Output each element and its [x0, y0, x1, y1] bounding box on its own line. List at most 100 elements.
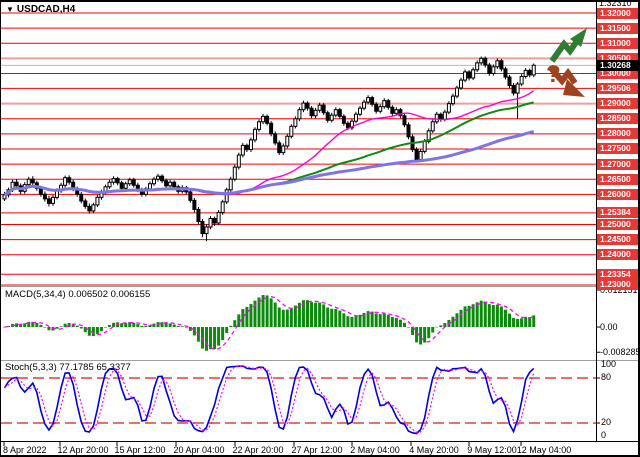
candle-bullish [248, 139, 253, 151]
price-line-label: 1.26000 [597, 188, 638, 200]
macd-histogram-bar [495, 304, 499, 327]
candle-bullish [2, 194, 7, 200]
candle-bearish [321, 104, 326, 114]
macd-histogram-bar [402, 322, 406, 327]
candle-bearish [188, 191, 193, 201]
price-line-label: 1.31000 [597, 37, 638, 49]
candle-bullish [459, 79, 464, 89]
candle-bullish [430, 121, 435, 132]
candle-bearish [14, 181, 19, 187]
macd-histogram-bar [91, 327, 95, 337]
x-axis-label: 15 Apr 12:00 [114, 445, 166, 455]
macd-histogram-bar [39, 324, 43, 327]
macd-histogram-bar [277, 307, 281, 327]
candle-bullish [257, 121, 262, 130]
macd-histogram-bar [330, 308, 334, 327]
macd-histogram-bar [241, 309, 245, 327]
candle-bearish [172, 181, 177, 188]
macd-histogram-bar [306, 300, 309, 327]
x-axis-label: 9 May 12:00 [467, 445, 517, 455]
price-line-label: 1.25384 [597, 207, 638, 219]
macd-histogram-bar [382, 313, 386, 327]
candle-bearish [115, 178, 120, 184]
candle-bullish [358, 107, 363, 115]
macd-histogram-bar [59, 326, 63, 327]
price-line-label: 1.28500 [597, 113, 638, 125]
chart-symbol-title: USDCAD,H4 [16, 4, 76, 15]
candle-bearish [83, 200, 88, 207]
candle-bearish [38, 187, 43, 195]
macd-histogram-bar [524, 316, 528, 327]
stoch-axis-label-100: 100 [601, 359, 617, 369]
macd-histogram-bar [87, 327, 91, 336]
macd-histogram-bar [43, 327, 47, 328]
macd-histogram-bar [200, 327, 204, 349]
macd-histogram-bar [132, 322, 136, 327]
price-line-label: 1.29000 [597, 98, 638, 110]
macd-histogram-bar [532, 315, 536, 327]
candle-bullish [216, 211, 221, 224]
candle-bullish [156, 175, 161, 180]
macd-histogram-bar [184, 327, 188, 328]
macd-histogram-bar [386, 314, 390, 327]
macd-histogram-bar [516, 318, 520, 327]
candle-bearish [265, 115, 270, 124]
macd-histogram-bar [95, 327, 99, 334]
macd-histogram-bar [225, 327, 229, 333]
candle-bearish [370, 97, 375, 105]
candle-bearish [467, 71, 472, 79]
price-line-label: 1.30000 [597, 67, 638, 79]
macd-histogram-bar [172, 324, 176, 327]
stoch-k-line [3, 365, 535, 435]
macd-histogram-bar [374, 313, 378, 327]
candle-bullish [208, 217, 213, 228]
candle-bullish [313, 109, 318, 117]
candle-bullish [450, 95, 455, 105]
macd-histogram-bar [83, 327, 87, 333]
macd-histogram-bar [265, 295, 269, 327]
candle-bullish [168, 181, 173, 187]
candle-bearish [341, 115, 346, 124]
macd-histogram-bar [390, 316, 394, 327]
candle-bullish [204, 226, 209, 235]
candle-bearish [374, 103, 379, 112]
x-axis-label: 27 Apr 12:00 [291, 445, 343, 455]
x-axis-label: 22 Apr 20:00 [232, 445, 284, 455]
macd-histogram-bar [3, 327, 6, 328]
candle-bearish [386, 100, 391, 108]
macd-histogram-bar [358, 314, 362, 327]
candle-bullish [236, 154, 241, 168]
macd-histogram-bar [350, 316, 354, 327]
macd-histogram-bar [47, 327, 51, 331]
candle-bearish [119, 182, 124, 189]
candle-bullish [394, 109, 399, 114]
macd-histogram-bar [439, 325, 443, 327]
stoch-axis-label-20: 20 [601, 417, 612, 427]
candle-bearish [414, 149, 419, 161]
macd-histogram-bar [253, 300, 257, 327]
price-line-label: 1.29506 [597, 82, 638, 94]
macd-histogram-bar [463, 306, 467, 327]
macd-histogram-bar [415, 327, 419, 343]
candle-bullish [349, 120, 354, 129]
price-line-label: 1.24000 [597, 249, 638, 261]
down-zigzag-arrow [547, 65, 578, 86]
candle-bullish [495, 60, 500, 68]
symbol-dropdown-icon[interactable]: ▼ [6, 5, 14, 14]
macd-histogram-bar [342, 313, 346, 327]
ma-slow-line [3, 130, 535, 197]
macd-histogram-bar [269, 298, 273, 327]
macd-histogram-bar [366, 311, 370, 327]
macd-histogram-bar [398, 319, 402, 327]
macd-histogram-bar [19, 324, 23, 327]
macd-histogram-bar [160, 322, 164, 327]
stoch-indicator-label: Stoch(5,3,3) 77.1785 65.3377 [5, 362, 131, 373]
macd-histogram-bar [31, 321, 35, 327]
candle-bullish [422, 140, 427, 152]
x-axis-label: 12 Apr 20:00 [57, 445, 109, 455]
macd-histogram-bar [479, 300, 483, 327]
candle-bearish [269, 122, 274, 135]
macd-histogram-bar [99, 327, 103, 331]
price-line-label: 1.26500 [597, 173, 638, 185]
